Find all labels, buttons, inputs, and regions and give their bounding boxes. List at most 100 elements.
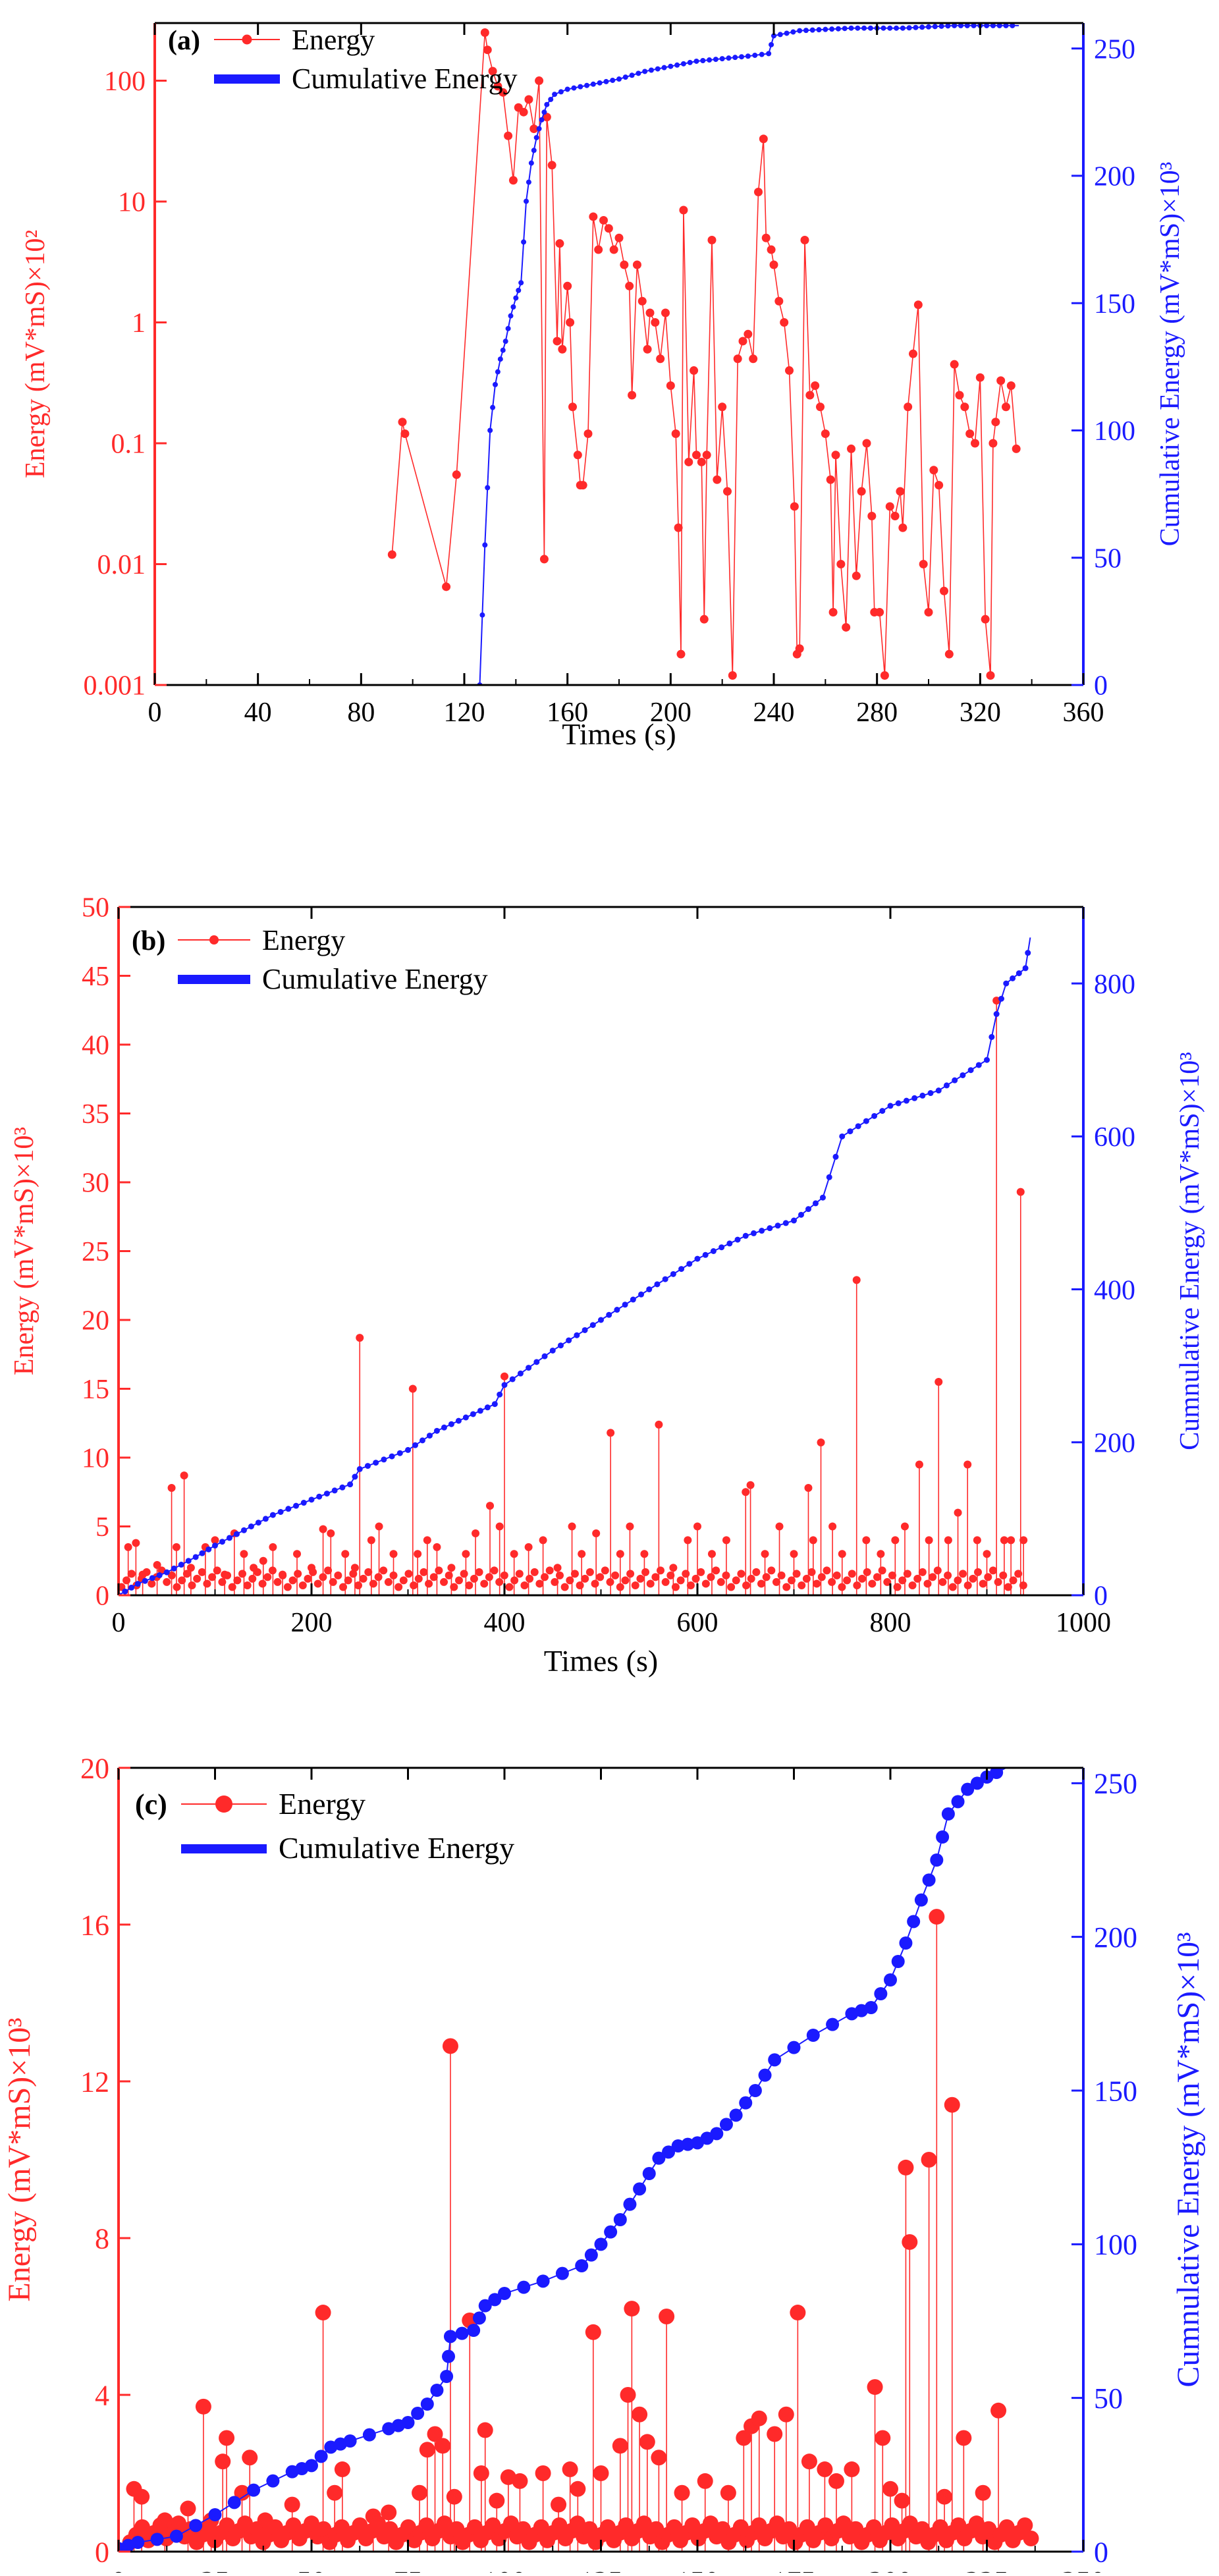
energy-point <box>512 2473 528 2489</box>
energy-baseline-point <box>817 1573 826 1581</box>
cumulative-point <box>805 1206 811 1213</box>
cumulative-point <box>502 339 508 344</box>
y-right-tick-label: 50 <box>1094 543 1122 574</box>
cumulative-point <box>652 2151 666 2165</box>
cumulative-point <box>839 1133 846 1139</box>
y-left-tick-label: 10 <box>82 1444 109 1474</box>
energy-point <box>702 451 711 460</box>
cumulative-point <box>510 304 516 310</box>
energy-baseline-point <box>436 2515 452 2532</box>
energy-baseline-point <box>460 1570 468 1578</box>
energy-baseline-point <box>1017 2517 1033 2534</box>
energy-baseline-point <box>515 1570 524 1578</box>
cumulative-point <box>710 1248 717 1254</box>
energy-baseline-point <box>999 1571 1008 1579</box>
y-right-tick-label: 100 <box>1094 416 1135 447</box>
cumulative-line <box>119 1768 1007 2550</box>
cumulative-point <box>726 1240 733 1247</box>
energy-point <box>535 2465 551 2481</box>
energy-baseline-point <box>838 1583 846 1591</box>
cumulative-point <box>732 55 738 61</box>
cumulative-point <box>401 2416 415 2429</box>
energy-baseline-point <box>932 2519 948 2535</box>
energy-baseline-point <box>596 1573 605 1581</box>
energy-point <box>628 391 637 400</box>
energy-point <box>375 1522 383 1531</box>
energy-line <box>391 32 1017 676</box>
y-right-tick-label: 250 <box>1094 1768 1137 1800</box>
energy-point <box>195 2398 211 2415</box>
cumulative-point <box>993 1011 1000 1018</box>
cumulative-point <box>604 2225 618 2239</box>
cumulative-point <box>671 2139 685 2152</box>
x-axis-title: Times (s) <box>562 717 676 751</box>
cumulative-point <box>726 55 732 61</box>
energy-baseline-point <box>835 2515 852 2532</box>
cumulative-point <box>998 995 1004 1002</box>
cumulative-point <box>578 84 583 90</box>
energy-point <box>279 1570 287 1579</box>
cumulative-point <box>566 1337 572 1344</box>
energy-point <box>975 2484 991 2501</box>
cumulative-point <box>362 2428 376 2442</box>
energy-baseline-point <box>888 1571 896 1579</box>
cumulative-point <box>513 295 519 301</box>
energy-baseline-point <box>666 1571 675 1579</box>
energy-baseline-point <box>294 1570 302 1578</box>
energy-point <box>950 360 959 369</box>
energy-baseline-point <box>495 1577 504 1586</box>
energy-baseline-point <box>1023 2531 1039 2547</box>
cumulative-point <box>693 58 699 64</box>
y-right-tick-label: 200 <box>1094 1921 1137 1954</box>
cumulative-point <box>633 2182 647 2196</box>
cumulative-point <box>907 1915 921 1929</box>
energy-baseline-point <box>591 1579 599 1588</box>
energy-point <box>632 260 641 269</box>
energy-point <box>801 2453 817 2470</box>
y-left-tick-label: 40 <box>82 1031 109 1061</box>
energy-point <box>138 1570 147 1579</box>
energy-baseline-point <box>737 1570 745 1578</box>
cumulative-point <box>964 23 970 28</box>
energy-baseline-point <box>208 1573 217 1581</box>
y-right-tick-label: 150 <box>1094 289 1135 319</box>
energy-point <box>594 245 603 254</box>
cumulative-point <box>623 2197 637 2211</box>
cumulative-point <box>541 109 547 115</box>
energy-point <box>862 1536 871 1545</box>
energy-point <box>539 1536 547 1545</box>
energy-baseline-point <box>359 1574 367 1583</box>
cumulative-point <box>874 1987 888 2000</box>
cumulative-point <box>855 25 861 31</box>
energy-baseline-point <box>304 1574 312 1583</box>
legend-cumulative-label: Cumulative Energy <box>279 1831 514 1865</box>
cumulative-point <box>356 1466 363 1472</box>
energy-point <box>607 1429 615 1437</box>
energy-baseline-point <box>243 1581 252 1589</box>
energy-baseline-point <box>684 2517 701 2534</box>
y-right-tick-label: 0 <box>1094 671 1108 701</box>
energy-point <box>790 1550 798 1558</box>
energy-baseline-point <box>772 1577 780 1586</box>
energy-point <box>751 2410 767 2426</box>
energy-point <box>965 429 975 438</box>
energy-point <box>473 2465 489 2481</box>
energy-point <box>489 2492 505 2509</box>
cumulative-point <box>774 1222 781 1229</box>
cumulative-point <box>887 25 893 31</box>
energy-baseline-point <box>258 1579 267 1588</box>
energy-baseline-point <box>569 2515 585 2532</box>
y-left-tick-label: 1 <box>132 308 146 339</box>
energy-point <box>172 1543 180 1551</box>
energy-baseline-point <box>173 1583 181 1591</box>
x-tick-label: 80 <box>347 698 375 728</box>
energy-baseline-point <box>163 1577 171 1586</box>
cumulative-point <box>847 1128 853 1135</box>
cumulative-point <box>613 2213 627 2226</box>
cumulative-point <box>497 1391 503 1398</box>
cumulative-point <box>750 1230 757 1236</box>
cumulative-point <box>861 25 867 31</box>
y-right-tick-label: 0 <box>1094 2536 1108 2568</box>
legend-1: (b) Energy Cumulative Energy <box>132 924 488 995</box>
cumulative-point <box>895 1100 902 1107</box>
